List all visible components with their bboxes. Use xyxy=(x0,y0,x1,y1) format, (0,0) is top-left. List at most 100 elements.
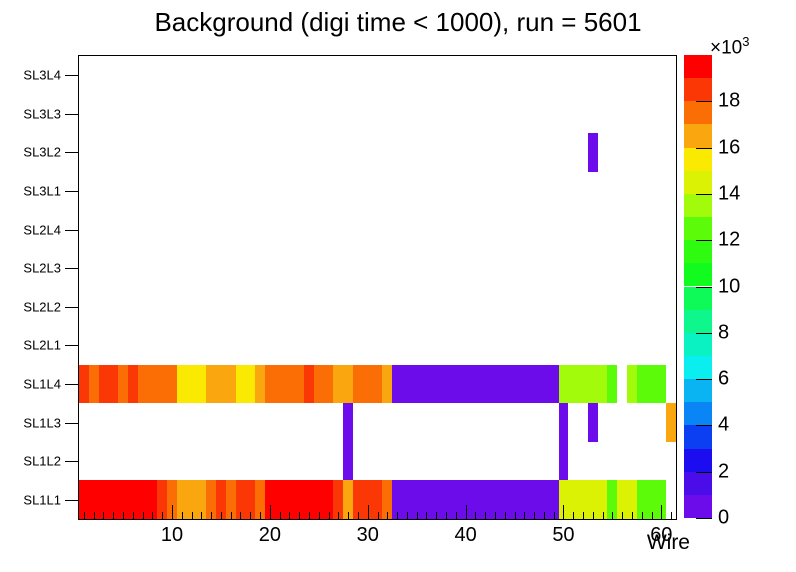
heatmap-cell xyxy=(255,364,265,404)
x-axis-tick-label: 30 xyxy=(356,524,379,546)
x-axis-minor-tick xyxy=(162,512,164,519)
heatmap-cell xyxy=(235,364,256,404)
heatmap-cell xyxy=(304,364,314,404)
x-axis-minor-tick xyxy=(123,512,125,519)
y-axis-tick xyxy=(65,383,79,385)
x-axis-minor-tick xyxy=(250,512,252,519)
heatmap-cell xyxy=(176,364,207,404)
y-axis-label: SL3L4 xyxy=(23,67,61,83)
x-axis-minor-tick xyxy=(201,512,203,519)
y-axis-label: SL3L3 xyxy=(23,106,61,122)
y-axis-tick xyxy=(65,422,79,424)
y-axis-label: SL2L1 xyxy=(23,337,61,353)
x-axis-major-tick xyxy=(171,505,173,519)
heatmap-cell xyxy=(353,480,383,519)
heatmap-cell xyxy=(206,364,236,404)
x-axis-tick-label: 40 xyxy=(454,524,477,546)
x-axis-minor-tick xyxy=(485,512,487,519)
colorbar-band xyxy=(684,147,712,171)
x-axis-minor-tick xyxy=(308,512,310,519)
colorbar-tick xyxy=(696,101,712,103)
colorbar-tick xyxy=(696,379,712,381)
colorbar-tick xyxy=(696,193,712,195)
heatmap-cell xyxy=(79,480,158,519)
exponent-power: 3 xyxy=(742,34,750,49)
colorbar-tick xyxy=(696,240,712,242)
x-axis-minor-tick xyxy=(592,512,594,519)
x-axis-minor-tick xyxy=(397,512,399,519)
x-axis-major-tick xyxy=(367,505,369,519)
x-axis-minor-tick xyxy=(377,512,379,519)
colorbar-band xyxy=(684,263,712,287)
heatmap-cell xyxy=(98,364,119,404)
colorbar-tick xyxy=(696,286,712,288)
color-scale-bar: 0 2 4 6 8 10 12 14 16 18 xyxy=(684,55,740,529)
x-axis-minor-tick xyxy=(220,512,222,519)
x-axis-minor-tick xyxy=(641,512,643,519)
x-axis-minor-tick xyxy=(455,512,457,519)
colorbar-band xyxy=(684,448,712,472)
exponent-mantissa: ×10 xyxy=(710,37,743,59)
heatmap-cell xyxy=(343,480,354,519)
colorbar-band xyxy=(684,355,712,380)
x-axis-minor-tick xyxy=(504,512,506,519)
colorbar-band xyxy=(684,402,712,426)
x-axis-minor-tick xyxy=(602,512,604,519)
y-axis-label: SL1L4 xyxy=(23,376,61,392)
y-axis-tick xyxy=(65,113,79,115)
heatmap-cell xyxy=(343,403,354,442)
x-axis-minor-tick xyxy=(426,512,428,519)
x-axis-major-tick xyxy=(269,505,271,519)
heatmap-cell xyxy=(558,403,569,442)
heatmap-cell xyxy=(666,403,676,442)
x-axis-minor-tick xyxy=(260,512,262,519)
heatmap-cell xyxy=(636,364,667,404)
x-axis-minor-tick xyxy=(475,512,477,519)
heatmap-cell xyxy=(333,480,344,519)
colorbar-band xyxy=(684,217,712,241)
x-axis-minor-tick xyxy=(83,512,85,519)
x-axis-major-tick xyxy=(661,505,663,519)
heatmap-cell xyxy=(353,364,383,404)
colorbar-band xyxy=(684,471,712,495)
heatmap-cell xyxy=(343,441,354,481)
y-axis-tick xyxy=(65,499,79,501)
heatmap-cell xyxy=(382,364,393,404)
x-axis-tick-label: 20 xyxy=(258,524,281,546)
heatmap-cell xyxy=(333,364,354,404)
x-axis-minor-tick xyxy=(318,512,320,519)
y-axis-label: SL3L2 xyxy=(23,144,61,160)
plot-area: SL1L1 SL1L2 SL1L3 SL1L4 SL2L1 SL2L2 SL2L3 SL2L4… xyxy=(23,55,677,546)
x-axis-minor-tick xyxy=(573,512,575,519)
x-axis-tick-label: 10 xyxy=(160,524,184,546)
heatmap-cell xyxy=(607,480,618,519)
x-axis-major-tick xyxy=(563,505,565,519)
y-axis-tick xyxy=(65,268,79,270)
heatmap-cell xyxy=(382,480,393,519)
heatmap-cell xyxy=(558,441,569,481)
x-axis-minor-tick xyxy=(446,512,447,519)
colorbar-tick xyxy=(696,471,712,473)
colorbar-tick-label: 2 xyxy=(718,460,730,483)
x-axis-minor-tick xyxy=(416,512,418,519)
colorbar-band xyxy=(684,55,712,79)
x-axis-minor-tick xyxy=(103,512,105,519)
chart-title: Background (digi time < 1000), run = 560… xyxy=(154,7,642,37)
colorbar-band xyxy=(684,124,712,148)
x-axis-minor-tick xyxy=(132,512,134,519)
heatmap-cell xyxy=(255,480,265,519)
colorbar-tick xyxy=(696,518,712,519)
x-axis-minor-tick xyxy=(671,512,673,519)
colorbar-band xyxy=(684,240,712,264)
colorbar-tick xyxy=(696,425,712,427)
x-axis-tick-label: 50 xyxy=(552,524,575,546)
colorbar-tick-label: 12 xyxy=(718,228,741,251)
x-axis-minor-tick xyxy=(387,512,389,519)
x-axis-minor-tick xyxy=(279,512,281,519)
x-axis-minor-tick xyxy=(406,512,408,519)
x-axis-minor-tick xyxy=(553,512,555,519)
colorbar-band xyxy=(684,286,712,310)
y-axis-tick xyxy=(65,75,79,77)
colorbar-band xyxy=(684,309,712,333)
colorbar-band xyxy=(684,78,712,102)
